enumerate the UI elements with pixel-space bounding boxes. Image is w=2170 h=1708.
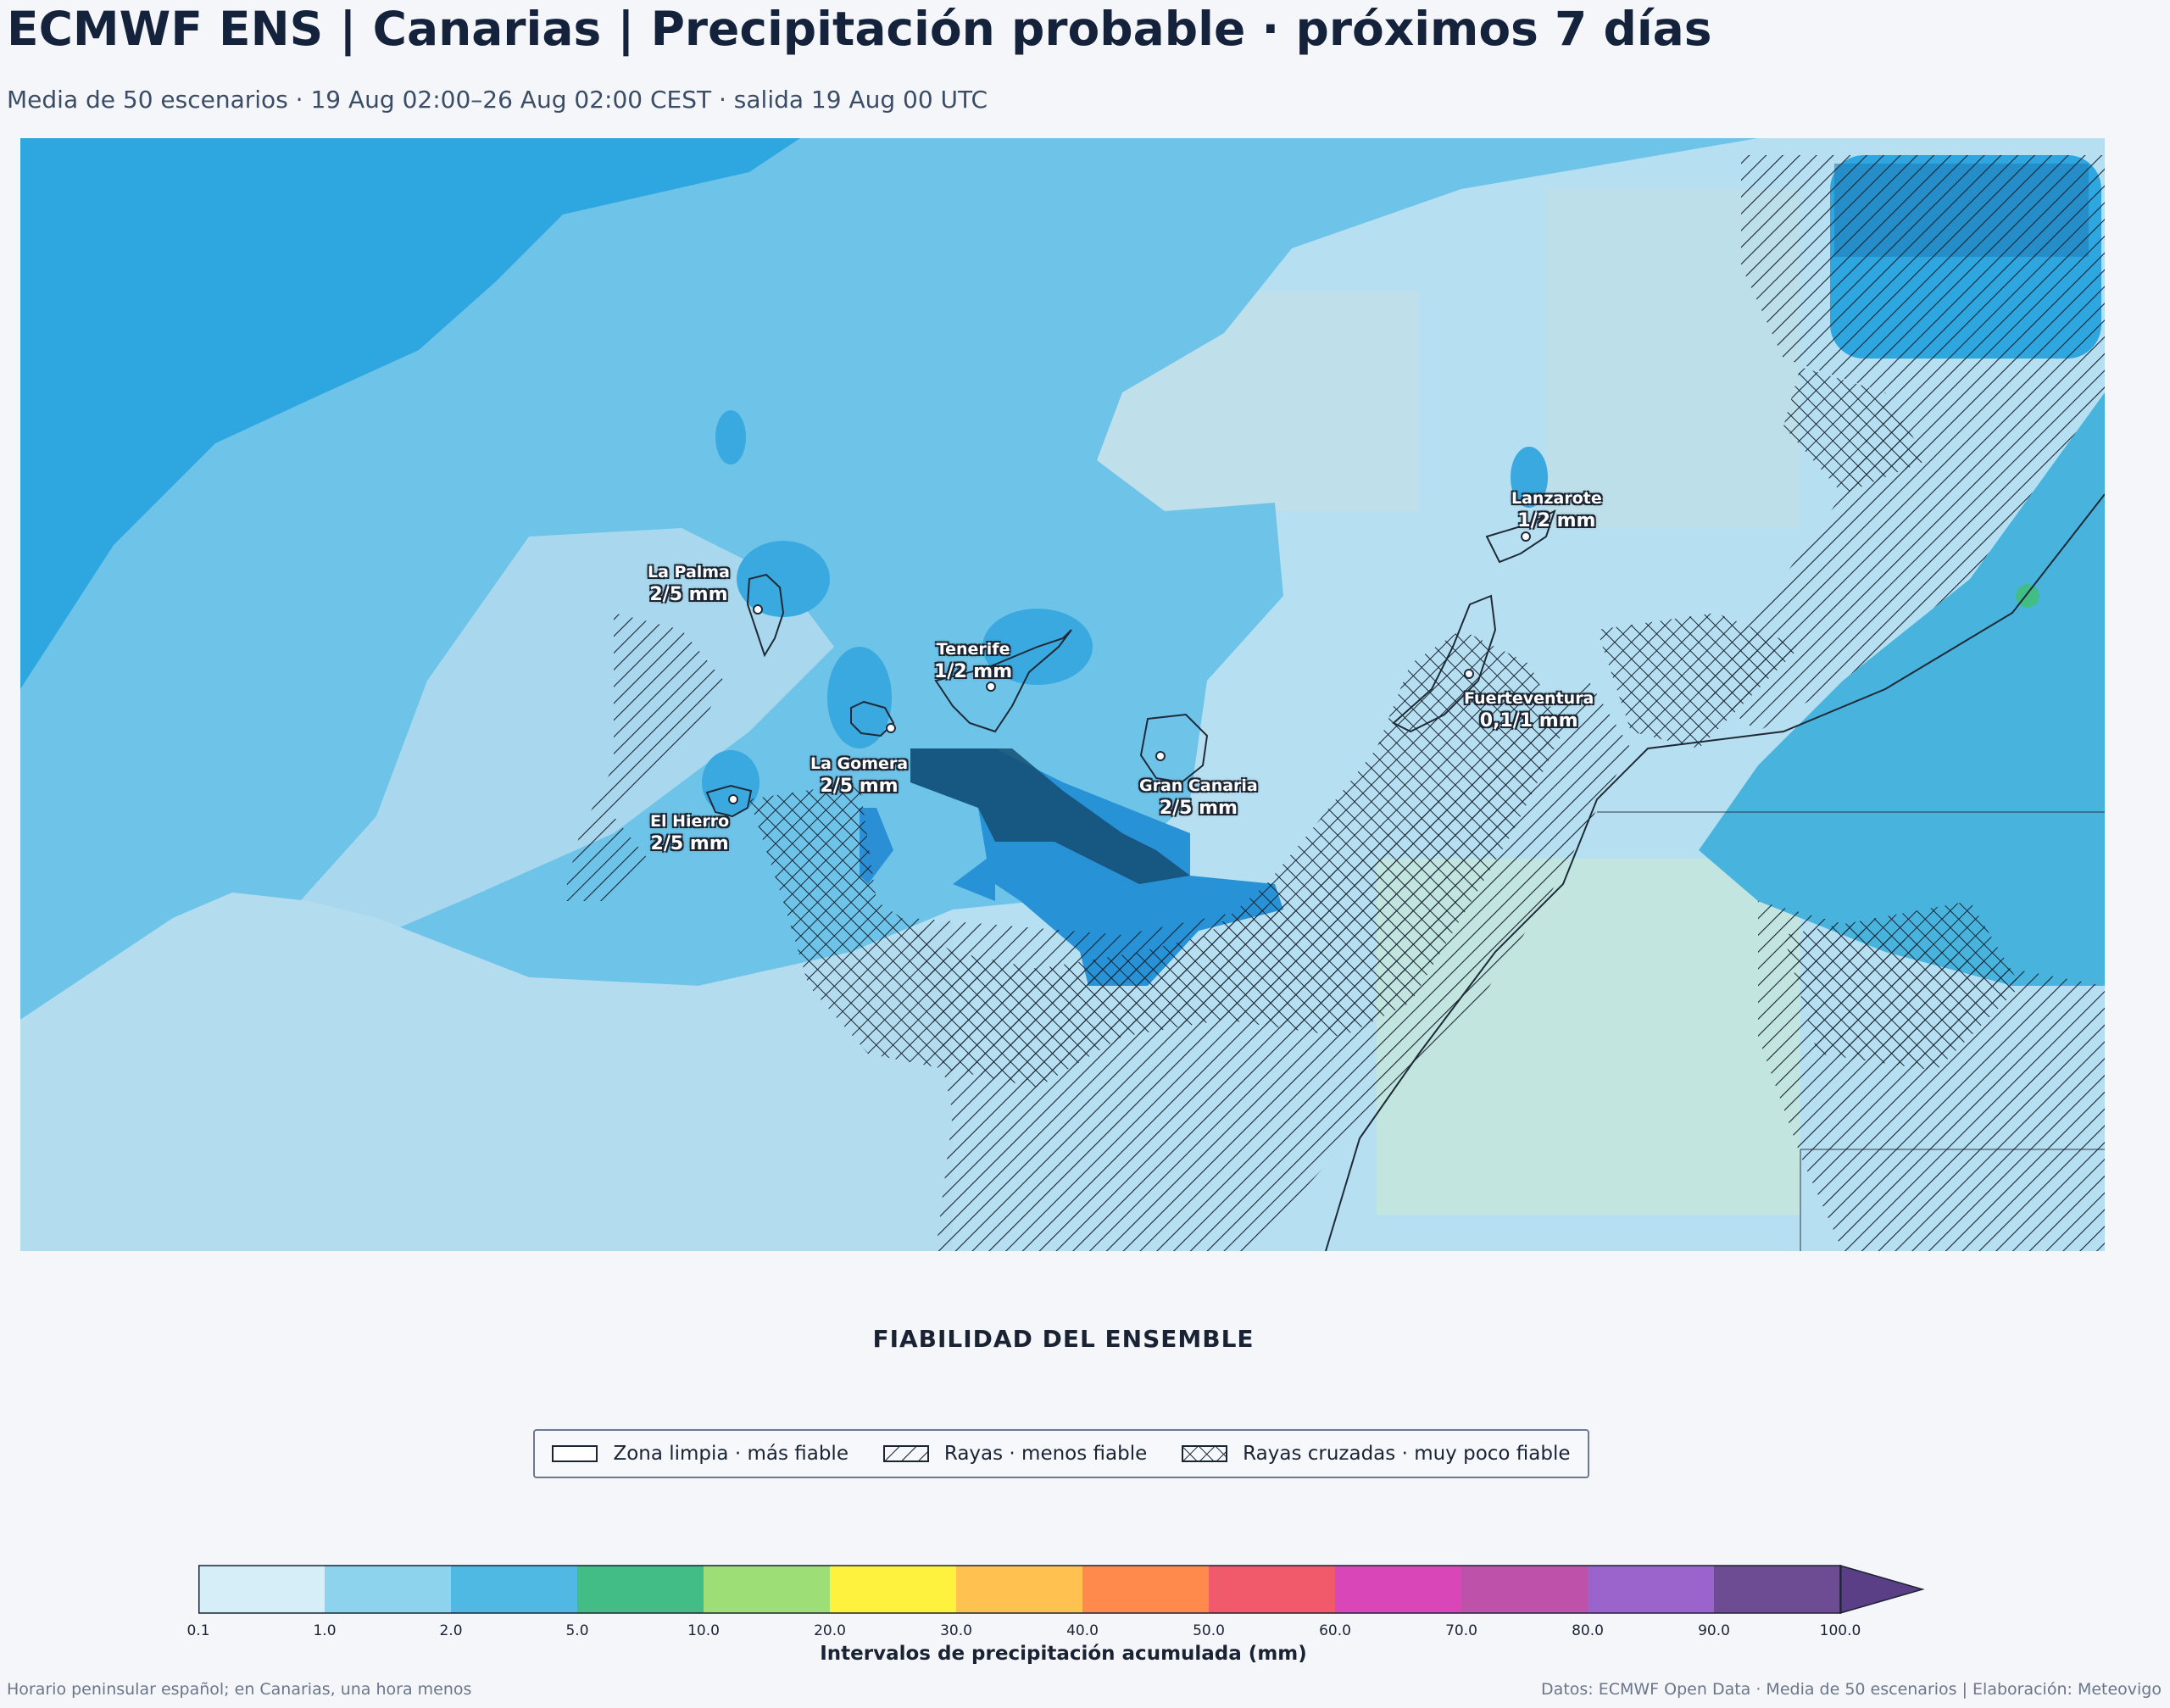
- island-value: 2/5 mm: [650, 833, 729, 854]
- label-tenerife: Tenerife 1/2 mm: [934, 639, 1012, 685]
- legend-item-clear: Zona limpia · más fiable: [552, 1443, 849, 1465]
- label-lanzarote: Lanzarote 1/2 mm: [1511, 488, 1602, 534]
- colorbar-segment: [1461, 1566, 1588, 1613]
- island-name: Gran Canaria: [1139, 776, 1258, 795]
- colorbar-frame: [198, 1565, 1842, 1614]
- island-name: Tenerife: [936, 640, 1010, 659]
- colorbar-segment: [577, 1566, 704, 1613]
- island-fuerteventura: [1392, 594, 1497, 733]
- precip-cell-gomera: [827, 647, 892, 748]
- hatch-west: [563, 613, 724, 901]
- colorbar-tick-label: 1.0: [313, 1622, 337, 1639]
- legend-label: Rayas cruzadas · muy poco fiable: [1243, 1443, 1571, 1465]
- precip-east-band: [1699, 392, 2105, 986]
- station-dot: [753, 604, 763, 615]
- colorbar-segment: [1714, 1566, 1840, 1613]
- colorbar-tick-label: 10.0: [687, 1622, 720, 1639]
- precip-cell-lanzarote: [1511, 447, 1548, 508]
- crosshatch-swatch-icon: [1182, 1445, 1228, 1462]
- footer-note: Horario peninsular español; en Canarias,…: [7, 1680, 472, 1699]
- legend-label: Rayas · menos fiable: [943, 1443, 1148, 1465]
- colorbar-segment: [1209, 1566, 1335, 1613]
- colorbar-segment: [325, 1566, 451, 1613]
- island-value: 1/2 mm: [1517, 510, 1596, 531]
- label-fuerteventura: Fuerteventura 0,1/1 mm: [1464, 688, 1594, 734]
- island-value: 0,1/1 mm: [1479, 710, 1578, 732]
- station-dot: [1464, 669, 1474, 679]
- island-value: 2/5 mm: [1159, 798, 1238, 819]
- legend-label: Zona limpia · más fiable: [613, 1443, 849, 1465]
- precipitation-map: La Palma 2/5 mm Tenerife 1/2 mm La Gomer…: [20, 138, 2105, 1251]
- clear-swatch-icon: [552, 1445, 598, 1462]
- colorbar-segment: [198, 1566, 325, 1613]
- colorbar-tick-label: 90.0: [1698, 1622, 1730, 1639]
- station-dot: [886, 723, 896, 733]
- island-el-hierro: [705, 784, 753, 818]
- island-name: La Gomera: [810, 754, 909, 773]
- legend-item-crosshatch: Rayas cruzadas · muy poco fiable: [1182, 1443, 1571, 1465]
- island-name: El Hierro: [650, 812, 730, 831]
- reliability-legend: Zona limpia · más fiable Rayas · menos f…: [533, 1429, 1589, 1478]
- colorbar-tick-label: 20.0: [814, 1622, 846, 1639]
- crosshatch-east: [1597, 613, 1800, 748]
- island-la-palma: [746, 573, 785, 658]
- precip-dark-core: [910, 748, 1190, 884]
- station-dot: [986, 682, 996, 692]
- station-dot: [1521, 531, 1531, 542]
- colorbar-extend-arrow: [1839, 1565, 1925, 1614]
- crosshatch-southeast: [1783, 901, 2021, 1071]
- colorbar-tick-label: 60.0: [1319, 1622, 1351, 1639]
- colorbar-tick-label: 70.0: [1445, 1622, 1477, 1639]
- island-value: 2/5 mm: [820, 776, 899, 797]
- page-title: ECMWF ENS | Canarias | Precipitación pro…: [7, 2, 1712, 56]
- precip-cell-small: [715, 410, 746, 465]
- colorbar-segment: [451, 1566, 577, 1613]
- colorbar-tick-label: 5.0: [565, 1622, 589, 1639]
- label-la-gomera: La Gomera 2/5 mm: [810, 754, 908, 799]
- colorbar-tick-label: 50.0: [1193, 1622, 1225, 1639]
- island-name: La Palma: [648, 563, 730, 581]
- coastline-africa: [1325, 493, 2105, 1251]
- reliability-title: FIABILIDAD DEL ENSEMBLE: [872, 1325, 1255, 1353]
- hatch-swatch-icon: [882, 1445, 929, 1462]
- colorbar: [198, 1565, 1925, 1614]
- precip-light-center: [300, 528, 834, 952]
- colorbar-segment: [704, 1566, 830, 1613]
- label-la-palma: La Palma 2/5 mm: [648, 562, 730, 608]
- label-gran-canaria: Gran Canaria 2/5 mm: [1139, 776, 1258, 821]
- precip-cell-lapalma: [737, 541, 830, 617]
- colorbar-ticks: 0.1 1.0 2.0 5.0 10.0 20.0 30.0 40.0 50.0 60.0 70.0…: [186, 1622, 1861, 1643]
- precip-cell-hierro: [702, 750, 760, 815]
- colorbar-tick-label: 80.0: [1572, 1622, 1604, 1639]
- island-value: 2/5 mm: [649, 584, 728, 605]
- island-value: 1/2 mm: [934, 661, 1013, 682]
- footer-credits: Datos: ECMWF Open Data · Media de 50 esc…: [1541, 1680, 2162, 1699]
- island-name: Fuerteventura: [1464, 689, 1594, 708]
- island-lanzarote: [1485, 509, 1556, 564]
- colorbar-segment: [1335, 1566, 1461, 1613]
- crosshatch-center: [749, 630, 1563, 1088]
- station-dot: [1155, 751, 1166, 761]
- label-el-hierro: El Hierro 2/5 mm: [650, 811, 729, 857]
- legend-item-hatch: Rayas · menos fiable: [882, 1443, 1148, 1465]
- colorbar-segment: [1082, 1566, 1209, 1613]
- colorbar-tick-label: 2.0: [439, 1622, 463, 1639]
- crosshatch-northeast: [1783, 367, 1928, 494]
- island-tenerife: [934, 629, 1072, 733]
- page-subtitle: Media de 50 escenarios · 19 Aug 02:00–26…: [7, 86, 988, 114]
- colorbar-label: Intervalos de precipitación acumulada (m…: [820, 1643, 1307, 1665]
- station-dot: [728, 794, 738, 804]
- island-name: Lanzarote: [1511, 489, 1602, 508]
- colorbar-segment: [1588, 1566, 1714, 1613]
- precip-light-sw: [20, 893, 953, 1251]
- colorbar-tick-label: 30.0: [940, 1622, 972, 1639]
- colorbar-segment: [830, 1566, 956, 1613]
- colorbar-tick-label: 0.1: [186, 1622, 210, 1639]
- colorbar-tick-label: 40.0: [1066, 1622, 1099, 1639]
- precip-2-5mm-nw: [20, 138, 800, 689]
- colorbar-tick-label: 100.0: [1819, 1622, 1861, 1639]
- colorbar-segment: [956, 1566, 1082, 1613]
- island-gran-canaria: [1139, 713, 1209, 784]
- map-canvas: [20, 138, 2105, 1251]
